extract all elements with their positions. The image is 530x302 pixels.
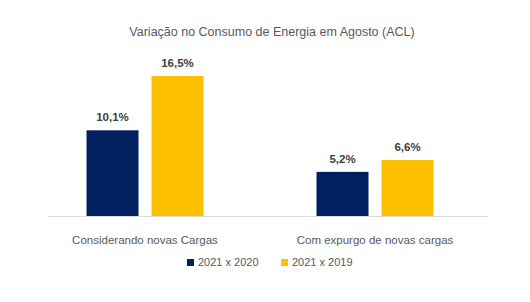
x-axis-line [48,216,488,217]
data-labels: 10,1% 5,2% 16,5% 6,6% [96,57,420,165]
bar [152,76,204,216]
bar [382,160,434,216]
legend-label: 2021 x 2020 [198,256,259,268]
legend-swatch [187,259,194,266]
legend-label: 2021 x 2019 [292,256,353,268]
x-tick-label: Considerando novas Cargas [72,234,218,246]
bars [87,76,434,216]
bar [87,130,139,216]
x-tick-label: Com expurgo de novas cargas [297,234,454,246]
data-label: 6,6% [394,141,420,153]
data-label: 10,1% [96,111,129,123]
bar [317,172,369,216]
title: Variação no Consumo de Energia em Agosto… [129,25,414,39]
chart: Variação no Consumo de Energia em Agosto… [0,0,530,302]
legend-swatch [281,259,288,266]
legend: 2021 x 2020 2021 x 2019 [187,256,353,268]
data-label: 5,2% [329,153,355,165]
data-label: 16,5% [161,57,194,69]
